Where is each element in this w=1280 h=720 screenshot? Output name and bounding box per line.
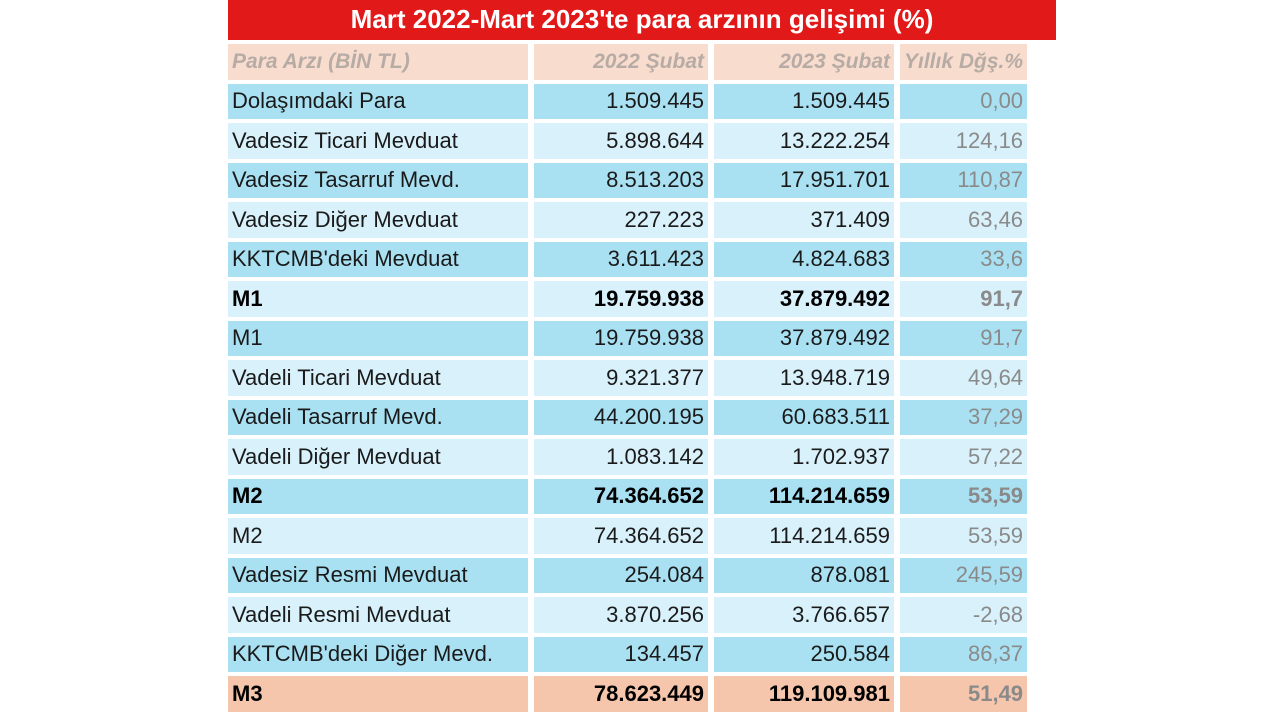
table-header-row: Para Arzı (BİN TL) 2022 Şubat 2023 Şubat… — [228, 44, 1028, 80]
row-label: Vadeli Ticari Mevduat — [228, 360, 528, 396]
table-row: Vadesiz Ticari Mevduat 5.898.644 13.222.25… — [228, 123, 1028, 159]
table-row: M1 19.759.938 37.879.492 91,7 — [228, 320, 1028, 356]
row-label: KKTCMB'deki Diğer Mevd. — [228, 636, 528, 672]
value-2023: 37.879.492 — [714, 281, 894, 317]
row-label: Vadeli Resmi Mevduat — [228, 597, 528, 633]
table-row: Vadesiz Tasarruf Mevd. 8.513.203 17.951.70… — [228, 162, 1028, 198]
value-2023: 114.214.659 — [714, 478, 894, 514]
value-2022: 227.223 — [534, 202, 708, 238]
value-2023: 1.702.937 — [714, 439, 894, 475]
table-row: Dolaşımdaki Para 1.509.445 1.509.445 0,00 — [228, 83, 1028, 119]
value-2023: 60.683.511 — [714, 399, 894, 435]
table-row: Vadeli Ticari Mevduat 9.321.377 13.948.719… — [228, 360, 1028, 396]
value-2023: 371.409 — [714, 202, 894, 238]
table-row: Vadeli Tasarruf Mevd. 44.200.195 60.683.51… — [228, 399, 1028, 435]
annual-change: 91,7 — [900, 320, 1028, 356]
row-label: M3 — [228, 676, 528, 712]
table-body: Para Arzı (BİN TL) 2022 Şubat 2023 Şubat… — [228, 44, 1028, 712]
value-2022: 254.084 — [534, 557, 708, 593]
annual-change: -2,68 — [900, 597, 1028, 633]
annual-change: 110,87 — [900, 162, 1028, 198]
value-2022: 5.898.644 — [534, 123, 708, 159]
value-2022: 9.321.377 — [534, 360, 708, 396]
table-row: KKTCMB'deki Diğer Mevd. 134.457 250.584 86,… — [228, 636, 1028, 672]
annual-change: 245,59 — [900, 557, 1028, 593]
annual-change: 63,46 — [900, 202, 1028, 238]
row-label: Vadesiz Diğer Mevduat — [228, 202, 528, 238]
table-row: Vadesiz Diğer Mevduat 227.223 371.409 63,46 — [228, 202, 1028, 238]
value-2022: 8.513.203 — [534, 162, 708, 198]
row-label: KKTCMB'deki Mevduat — [228, 241, 528, 277]
annual-change: 51,49 — [900, 676, 1028, 712]
table-row: KKTCMB'deki Mevduat 3.611.423 4.824.683 33,… — [228, 241, 1028, 277]
annual-change: 0,00 — [900, 83, 1028, 119]
value-2023: 13.948.719 — [714, 360, 894, 396]
header-2023: 2023 Şubat — [714, 44, 894, 80]
value-2022: 74.364.652 — [534, 478, 708, 514]
value-2022: 19.759.938 — [534, 320, 708, 356]
value-2023: 4.824.683 — [714, 241, 894, 277]
money-supply-table-container: Mart 2022-Mart 2023'te para arzının geli… — [228, 0, 1056, 716]
value-2023: 119.109.981 — [714, 676, 894, 712]
annual-change: 33,6 — [900, 241, 1028, 277]
header-2022: 2022 Şubat — [534, 44, 708, 80]
value-2023: 1.509.445 — [714, 83, 894, 119]
value-2022: 44.200.195 — [534, 399, 708, 435]
row-label: Vadeli Tasarruf Mevd. — [228, 399, 528, 435]
value-2022: 74.364.652 — [534, 518, 708, 554]
row-label: Dolaşımdaki Para — [228, 83, 528, 119]
annual-change: 91,7 — [900, 281, 1028, 317]
value-2022: 134.457 — [534, 636, 708, 672]
annual-change: 124,16 — [900, 123, 1028, 159]
row-label: M1 — [228, 320, 528, 356]
header-change: Yıllık Dğş.% — [900, 44, 1028, 80]
table-row: M2 74.364.652 114.214.659 53,59 — [228, 478, 1028, 514]
table-row: M1 19.759.938 37.879.492 91,7 — [228, 281, 1028, 317]
annual-change: 37,29 — [900, 399, 1028, 435]
row-label: Vadesiz Ticari Mevduat — [228, 123, 528, 159]
row-label: M1 — [228, 281, 528, 317]
value-2022: 3.611.423 — [534, 241, 708, 277]
value-2022: 78.623.449 — [534, 676, 708, 712]
row-label: M2 — [228, 518, 528, 554]
table-row: Vadeli Resmi Mevduat 3.870.256 3.766.657 -2… — [228, 597, 1028, 633]
value-2023: 37.879.492 — [714, 320, 894, 356]
value-2023: 878.081 — [714, 557, 894, 593]
value-2022: 3.870.256 — [534, 597, 708, 633]
annual-change: 57,22 — [900, 439, 1028, 475]
value-2022: 19.759.938 — [534, 281, 708, 317]
table-row: Vadeli Diğer Mevduat 1.083.142 1.702.937 57… — [228, 439, 1028, 475]
annual-change: 49,64 — [900, 360, 1028, 396]
table-row: M2 74.364.652 114.214.659 53,59 — [228, 518, 1028, 554]
value-2023: 114.214.659 — [714, 518, 894, 554]
table-row: M3 78.623.449 119.109.981 51,49 — [228, 676, 1028, 712]
header-label: Para Arzı (BİN TL) — [228, 44, 528, 80]
value-2022: 1.509.445 — [534, 83, 708, 119]
value-2023: 13.222.254 — [714, 123, 894, 159]
value-2023: 250.584 — [714, 636, 894, 672]
value-2022: 1.083.142 — [534, 439, 708, 475]
row-label: Vadesiz Resmi Mevduat — [228, 557, 528, 593]
value-2023: 17.951.701 — [714, 162, 894, 198]
annual-change: 53,59 — [900, 518, 1028, 554]
money-supply-table: Para Arzı (BİN TL) 2022 Şubat 2023 Şubat… — [222, 40, 1033, 716]
value-2023: 3.766.657 — [714, 597, 894, 633]
annual-change: 53,59 — [900, 478, 1028, 514]
table-title: Mart 2022-Mart 2023'te para arzının geli… — [228, 0, 1056, 40]
annual-change: 86,37 — [900, 636, 1028, 672]
row-label: M2 — [228, 478, 528, 514]
table-row: Vadesiz Resmi Mevduat 254.084 878.081 245,5… — [228, 557, 1028, 593]
row-label: Vadeli Diğer Mevduat — [228, 439, 528, 475]
row-label: Vadesiz Tasarruf Mevd. — [228, 162, 528, 198]
